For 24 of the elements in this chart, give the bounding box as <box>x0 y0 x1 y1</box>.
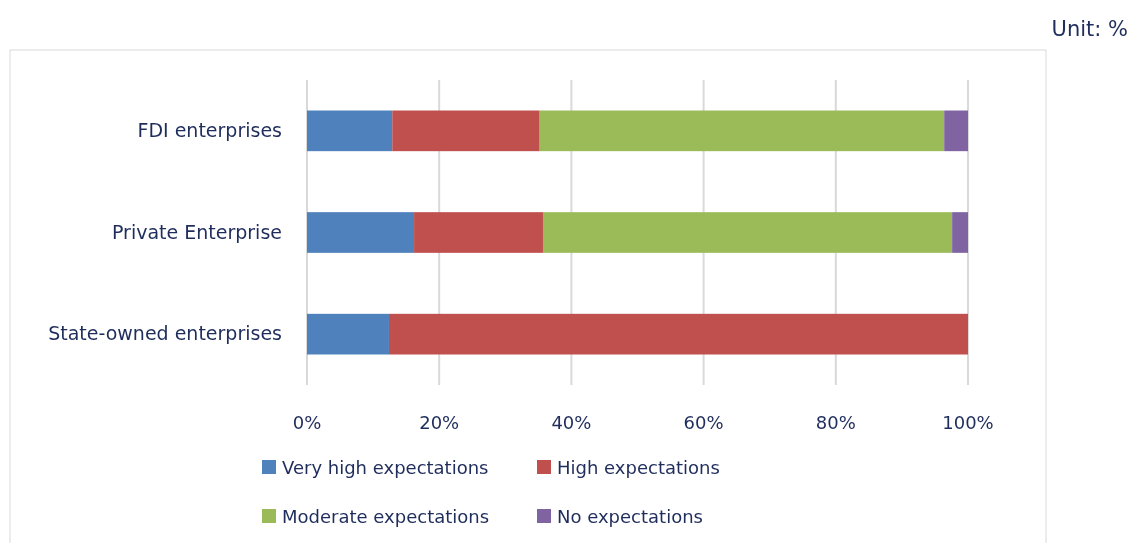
x-tick-label: 40% <box>551 412 592 433</box>
text: Unit: % <box>1051 17 1128 41</box>
legend-label: No expectations <box>557 506 703 527</box>
legend-label: Very high expectations <box>282 457 489 478</box>
x-tick-label: 80% <box>815 412 856 433</box>
bar <box>307 212 415 253</box>
x-tick-label: 100% <box>942 412 994 433</box>
bar <box>414 212 543 253</box>
bar <box>392 110 540 152</box>
bar <box>307 110 393 152</box>
y-tick-label: State-owned enterprises <box>48 322 282 345</box>
x-tick-label: 20% <box>419 412 460 433</box>
y-tick-label: FDI enterprises <box>137 118 282 141</box>
x-tick-label: 60% <box>683 412 724 433</box>
x-tick-label: 0% <box>292 412 322 433</box>
legend-label: Moderate expectations <box>282 506 490 527</box>
bar <box>542 212 953 253</box>
legend-label: High expectations <box>557 457 720 478</box>
bar <box>952 212 968 253</box>
bar <box>539 110 945 152</box>
bar <box>307 313 389 355</box>
bar <box>944 110 968 152</box>
bar <box>388 313 968 355</box>
y-tick-label: Private Enterprise <box>111 220 282 243</box>
